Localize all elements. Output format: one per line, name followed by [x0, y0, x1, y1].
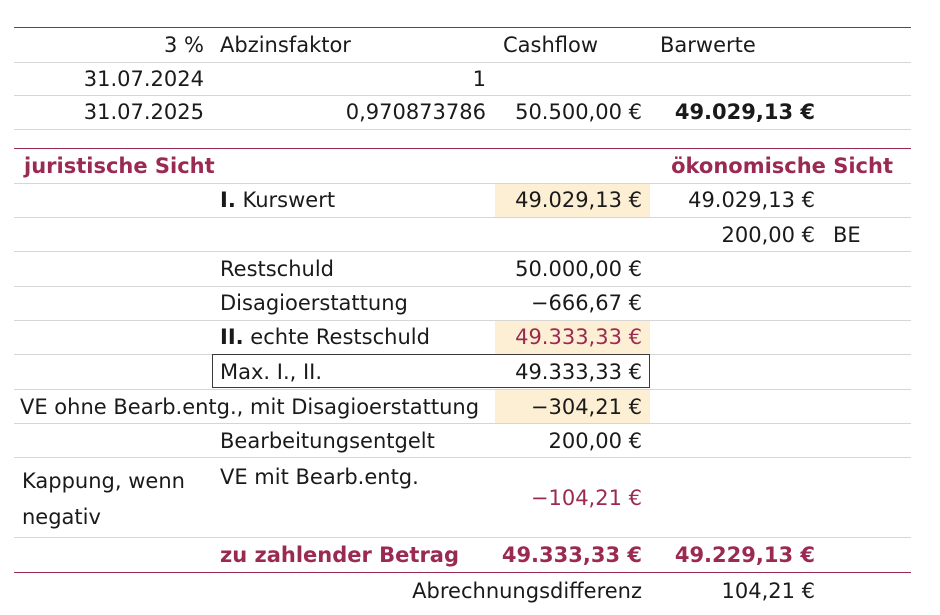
rule-section [14, 148, 911, 149]
disagio-label: Disagioerstattung [220, 291, 408, 315]
factor-header: Abzinsfaktor [220, 33, 351, 57]
rule-5 [14, 217, 911, 218]
bearbeitung-value: 200,00 € [548, 429, 642, 453]
barwerte-header: Barwerte [660, 33, 756, 57]
rule-10 [14, 389, 911, 390]
echte-restschuld-text: echte Restschuld [250, 325, 430, 349]
oekonomische-sicht-title: ökonomische Sicht [671, 154, 893, 178]
be-value: 200,00 € [721, 223, 815, 247]
echte-restschuld-value: 49.333,33 € [515, 325, 642, 349]
rule-11 [14, 423, 911, 424]
row-2025-barwert: 49.029,13 € [674, 100, 815, 124]
juristische-sicht-title: juristische Sicht [24, 154, 215, 178]
kappung-line1: Kappung, wenn [22, 469, 185, 493]
ve-ohne-value: −304,21 € [530, 395, 642, 419]
rule-13 [14, 537, 911, 538]
echte-restschuld-label: II. echte Restschuld [220, 323, 430, 351]
kurswert-text: Kurswert [242, 188, 336, 212]
kurswert-eco-value: 49.029,13 € [688, 188, 815, 212]
kurswert-roman: I. [220, 188, 236, 212]
be-tag: BE [833, 223, 861, 247]
rule-bottom [14, 572, 911, 573]
row-2024-date: 31.07.2024 [83, 67, 204, 91]
ve-mit-value: −104,21 € [530, 486, 642, 510]
kurswert-label: I. Kurswert [220, 186, 335, 214]
rate-label: 3 % [164, 33, 204, 57]
zu-zahlen-label: zu zahlender Betrag [220, 543, 460, 567]
rule-3 [14, 129, 911, 130]
max-row-box [212, 354, 650, 388]
disagio-value: −666,67 € [530, 291, 642, 315]
rule-1 [14, 62, 911, 63]
rule-7 [14, 286, 911, 287]
rule-4 [14, 183, 911, 184]
max-label: Max. I., II. [220, 360, 323, 384]
row-2025-cashflow: 50.500,00 € [515, 100, 642, 124]
restschuld-value: 50.000,00 € [515, 257, 642, 281]
row-2025-factor: 0,970873786 [345, 100, 486, 124]
echte-restschuld-roman: II. [220, 325, 244, 349]
kappung-line2: negativ [22, 505, 101, 529]
rule-12 [14, 457, 911, 458]
row-2025-date: 31.07.2025 [83, 100, 204, 124]
rule-8 [14, 320, 911, 321]
rule-2 [14, 95, 911, 96]
zu-zahlen-eco-value: 49.229,13 € [674, 543, 815, 567]
bearbeitung-label: Bearbeitungsentgelt [220, 429, 435, 453]
restschuld-label: Restschuld [220, 257, 335, 281]
ve-ohne-highlight [495, 390, 650, 423]
cashflow-header: Cashflow [503, 33, 599, 57]
differenz-value: 104,21 € [721, 579, 815, 603]
max-value: 49.333,33 € [515, 360, 642, 384]
differenz-label: Abrechnungsdifferenz [412, 579, 642, 603]
kurswert-value: 49.029,13 € [515, 188, 642, 212]
zu-zahlen-value: 49.333,33 € [501, 543, 642, 567]
kurswert-highlight [495, 184, 650, 217]
rule-6 [14, 251, 911, 252]
rule-top [14, 27, 911, 28]
row-2024-factor: 1 [472, 67, 486, 91]
ve-ohne-label: VE ohne Bearb.entg., mit Disagioerstattu… [20, 395, 480, 419]
ve-mit-label: VE mit Bearb.entg. [220, 465, 419, 489]
echte-restschuld-highlight [495, 321, 650, 354]
